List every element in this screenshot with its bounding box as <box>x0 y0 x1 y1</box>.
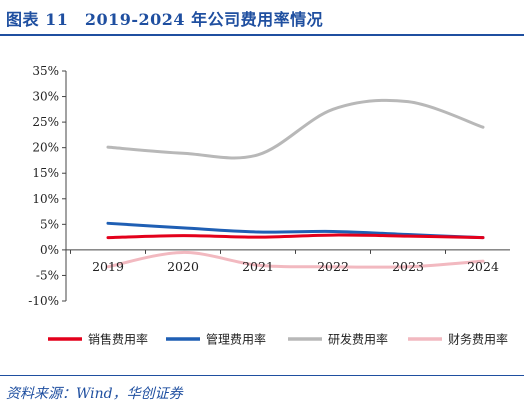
chart-legend: 销售费用率 管理费用率 研发费用率 财务费用率 <box>48 332 508 347</box>
chart-area: 35%30%25%20%15%10%5%0%-5%-10% 2019 2020 20… <box>28 64 510 347</box>
legend-label: 管理费用率 <box>206 332 266 347</box>
x-tick-label: 2022 <box>317 259 349 274</box>
x-tick-label: 2023 <box>392 259 424 274</box>
y-tick-label: 20% <box>32 141 59 155</box>
y-tick-label: 10% <box>32 192 59 206</box>
x-tick-label: 2021 <box>242 259 274 274</box>
source-note: 资料来源：Wind，华创证券 <box>6 386 183 402</box>
title-bar: 图表 11 2019-2024 年公司费用率情况 <box>0 0 524 36</box>
y-tick-label: 15% <box>32 166 59 180</box>
y-tick-label: 30% <box>32 90 59 104</box>
legend-label: 财务费用率 <box>448 332 508 347</box>
y-tick-label: 25% <box>32 115 59 129</box>
chart-axes: 35% 30% 25% 20% 15% 10% 5% 0% -5% -10% <box>28 64 510 308</box>
x-axis-labels: 2019 2020 2021 2022 2023 2024 <box>92 259 499 274</box>
chart-title: 图表 11 2019-2024 年公司费用率情况 <box>6 10 324 29</box>
chart-series <box>106 98 485 269</box>
x-tick-label: 2019 <box>92 259 124 274</box>
y-tick-label: 0% <box>40 243 59 257</box>
y-tick-label: -10% <box>28 294 59 308</box>
series-line-4 <box>106 250 485 269</box>
legend-label: 研发费用率 <box>328 332 388 347</box>
y-tick-label: 5% <box>40 217 59 231</box>
y-tick-label: -5% <box>36 268 59 282</box>
footer-divider <box>0 375 524 376</box>
y-tick-label: 35% <box>32 64 59 78</box>
x-tick-label: 2020 <box>167 259 199 274</box>
x-tick-label: 2024 <box>467 259 499 274</box>
legend-label: 销售费用率 <box>88 332 148 347</box>
series-line-3 <box>106 98 485 160</box>
series-line-1 <box>106 233 485 240</box>
